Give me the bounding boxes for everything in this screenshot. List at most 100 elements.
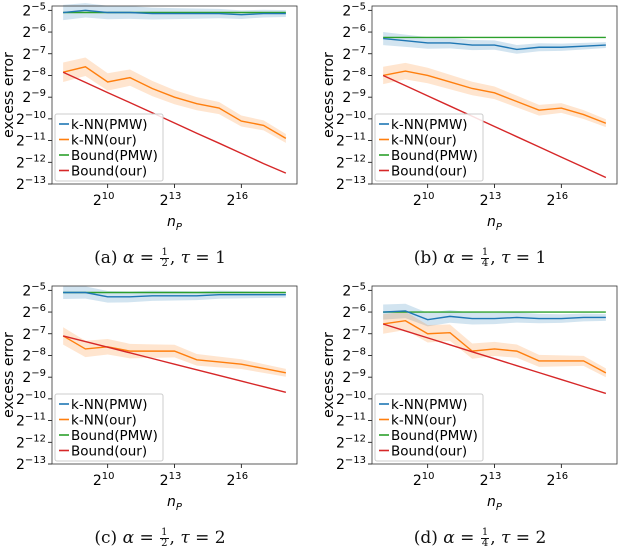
x-axis-label-subscript: P (496, 222, 503, 233)
x-tick-label: 216 (226, 191, 248, 209)
y-tick-exponent: −6 (31, 303, 46, 314)
y-tick-exponent: −13 (345, 175, 366, 186)
legend-label: k-NN(PMW) (391, 117, 468, 133)
legend-box (374, 393, 484, 462)
y-tick-exponent: −6 (31, 23, 46, 34)
y-tick-exponent: −9 (351, 368, 366, 379)
legend: k-NN(PMW)k-NN(our)Bound(PMW)Bound(our) (54, 113, 164, 182)
alpha-denominator: 2 (161, 538, 168, 549)
y-tick-exponent: −12 (25, 153, 46, 164)
y-tick-label: 2−12 (16, 433, 46, 451)
y-tick-label: 2−7 (22, 45, 46, 63)
y-tick-exponent: −5 (351, 1, 366, 12)
y-tick-label: 2−9 (342, 368, 366, 386)
legend-label: k-NN(PMW) (391, 397, 468, 413)
alpha-numerator: 1 (480, 247, 490, 259)
tau-value: 2 (535, 528, 547, 548)
x-tick-label: 216 (546, 191, 568, 209)
y-tick-exponent: −10 (345, 110, 366, 121)
y-tick-label: 2−9 (22, 368, 46, 386)
y-tick-exponent: −11 (345, 412, 366, 423)
legend-label: Bound(our) (391, 444, 467, 460)
x-tick-label: 210 (93, 471, 115, 489)
alpha-numerator: 1 (160, 527, 169, 539)
y-tick-exponent: −5 (351, 281, 366, 292)
x-tick-exponent: 13 (169, 471, 182, 482)
legend-label: k-NN(PMW) (71, 117, 148, 133)
y-tick-label: 2−13 (336, 175, 366, 193)
y-tick-label: 2−8 (342, 346, 366, 364)
y-tick-exponent: −8 (351, 346, 366, 357)
y-tick-exponent: −13 (25, 455, 46, 466)
y-tick-exponent: −9 (351, 88, 366, 99)
plot-svg: 2−5 2−6 2−7 2−8 2−9 2−10 2−11 2−12 2−13 210 213 216… (1, 1, 298, 233)
legend-label: k-NN(PMW) (71, 397, 148, 413)
x-tick-label: 216 (226, 471, 248, 489)
x-tick-exponent: 13 (169, 191, 182, 202)
tau-value: 1 (535, 248, 547, 268)
x-tick-exponent: 10 (102, 191, 115, 202)
x-tick-label: 213 (480, 471, 502, 489)
y-tick-label: 2−12 (336, 153, 366, 171)
alpha-symbol: α (122, 528, 135, 548)
caption-label: (c) (94, 528, 118, 548)
x-axis-label: nP (167, 214, 183, 233)
x-axis-label: nP (167, 494, 183, 513)
y-tick-label: 2−8 (22, 66, 46, 84)
series-band-0 (383, 303, 606, 327)
legend: k-NN(PMW)k-NN(our)Bound(PMW)Bound(our) (54, 393, 164, 462)
x-tick-label: 216 (546, 471, 568, 489)
y-axis-label: excess error (1, 332, 17, 418)
tau-symbol: τ (180, 528, 190, 548)
tau-value: 2 (214, 528, 226, 548)
y-tick-exponent: −6 (351, 303, 366, 314)
y-tick-exponent: −5 (31, 281, 46, 292)
alpha-numerator: 1 (480, 527, 490, 539)
x-tick-exponent: 16 (555, 471, 568, 482)
x-tick-exponent: 10 (422, 471, 435, 482)
x-tick-exponent: 10 (102, 471, 115, 482)
caption-label: (d) (413, 528, 438, 548)
y-tick-label: 2−8 (22, 346, 46, 364)
y-tick-exponent: −10 (345, 390, 366, 401)
alpha-symbol: α (443, 248, 455, 268)
plot-svg: 2−5 2−6 2−7 2−8 2−9 2−10 2−11 2−12 2−13 210 213 216… (321, 281, 618, 513)
y-tick-label: 2−9 (342, 88, 366, 106)
alpha-denominator: 4 (481, 258, 489, 269)
x-tick-exponent: 10 (422, 191, 435, 202)
y-axis-label: excess error (321, 52, 337, 138)
legend-label: Bound(PMW) (71, 428, 158, 444)
legend-box (54, 113, 164, 182)
subplot-b: 2−5 2−6 2−7 2−8 2−9 2−10 2−11 2−12 2−13 210 213 216… (320, 0, 640, 280)
axes-frame (371, 285, 618, 465)
x-axis-label-subscript: P (496, 502, 503, 513)
legend-label: Bound(our) (71, 444, 147, 460)
y-tick-label: 2−5 (22, 281, 46, 299)
tau-value: 1 (215, 248, 226, 268)
y-tick-label: 2−11 (16, 132, 46, 150)
legend-box (374, 113, 484, 182)
y-tick-exponent: −11 (25, 412, 46, 423)
legend-label: k-NN(our) (71, 413, 137, 429)
x-axis-label-subscript: P (176, 222, 183, 233)
y-tick-label: 2−12 (336, 433, 366, 451)
x-tick-label: 210 (413, 471, 435, 489)
y-tick-label: 2−6 (22, 303, 46, 321)
y-tick-label: 2−5 (342, 281, 366, 299)
y-tick-label: 2−10 (336, 110, 366, 128)
y-axis-label: excess error (1, 52, 17, 138)
y-axis-label: excess error (321, 332, 337, 418)
x-tick-exponent: 13 (489, 191, 502, 202)
x-tick-label: 213 (160, 471, 182, 489)
y-tick-label: 2−8 (342, 66, 366, 84)
y-tick-exponent: −12 (345, 433, 366, 444)
y-tick-exponent: −10 (25, 110, 46, 121)
y-tick-exponent: −13 (25, 175, 46, 186)
alpha-numerator: 1 (160, 247, 169, 259)
series-band-1 (63, 327, 286, 377)
